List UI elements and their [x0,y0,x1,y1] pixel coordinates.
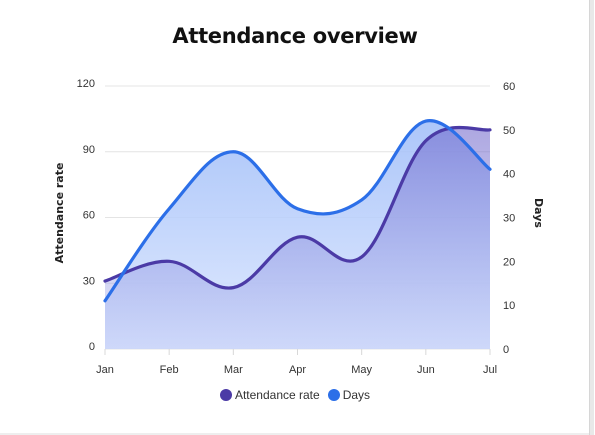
y-left-tick-label: 30 [83,275,95,287]
x-tick-label: May [351,364,372,376]
line-attendance-rate[interactable] [103,125,492,290]
y-left-tick-label: 0 [89,341,95,353]
y-right-tick-label: 10 [503,300,515,312]
y-left-axis-title: Attendance rate [53,163,66,264]
y-right-tick-label: 50 [503,125,515,137]
tick-labels: 0 30 60 90 120 0 10 20 30 40 50 60 Jan Feb Mar Apr May Ju… [77,78,516,376]
y-right-tick-label: 0 [503,344,509,356]
x-tick-label: Jul [483,364,497,376]
y-left-tick-label: 120 [77,78,95,90]
legend: Attendance rate Days [0,388,590,402]
x-tick-label: Jan [96,364,114,376]
legend-label-days: Days [342,388,371,402]
y-right-axis-title: Days [532,198,545,228]
right-border [589,0,594,435]
bottom-border [0,433,589,435]
legend-item-days[interactable]: Days [327,388,371,402]
chart-title: Attendance overview [172,24,418,48]
legend-marker-days [327,389,340,401]
y-right-tick-label: 60 [503,81,515,93]
series-lines [103,119,492,303]
legend-item-attendance-rate[interactable]: Attendance rate [219,388,320,402]
line-days[interactable] [103,119,492,303]
y-left-tick-label: 90 [83,144,95,156]
area-fills [105,120,490,350]
x-tick-label: Apr [289,364,306,376]
chart-svg: 0 30 60 90 120 0 10 20 30 40 50 60 Jan Feb Mar Apr May Ju… [53,78,545,376]
legend-marker-attendance-rate [219,389,232,401]
y-left-tick-label: 60 [83,210,95,222]
y-right-tick-label: 20 [503,256,515,268]
x-tick-label: Jun [417,364,435,376]
x-tick-label: Feb [160,364,179,376]
x-tick-label: Mar [224,364,243,376]
y-right-tick-label: 30 [503,213,515,225]
y-right-tick-label: 40 [503,169,515,181]
legend-label-attendance-rate: Attendance rate [234,388,320,402]
